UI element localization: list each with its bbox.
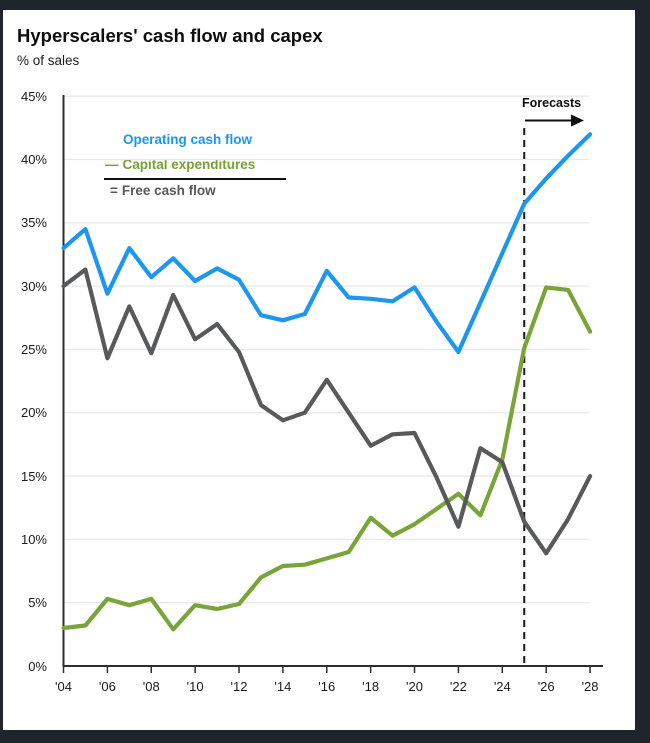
x-tick-label: '22 — [449, 679, 467, 694]
chart-panel — [3, 10, 635, 730]
x-tick-label: '14 — [274, 679, 292, 694]
y-tick-label: 40% — [20, 151, 47, 167]
equation-divider — [104, 178, 286, 180]
series-line-capital-expenditures — [61, 285, 593, 632]
legend-capital-expenditures: — Capital expenditures — [105, 157, 255, 172]
chart-subtitle: % of sales — [17, 53, 80, 68]
forecast-arrow-icon — [525, 114, 584, 127]
y-tick-label: 25% — [20, 341, 47, 357]
y-tick-label: 35% — [20, 215, 47, 231]
y-tick-label: 0% — [28, 658, 47, 674]
x-tick-label: '28 — [581, 679, 599, 694]
chart-title: Hyperscalers' cash flow and capex — [17, 25, 323, 46]
legend-operating-cash-flow-label: Operating cash flow — [123, 132, 253, 147]
x-tick-label: '20 — [406, 679, 423, 694]
y-tick-label: 10% — [20, 531, 47, 547]
y-tick-label: 15% — [20, 468, 47, 484]
minus-sign: — — [105, 157, 119, 172]
x-tick-label: '26 — [537, 679, 555, 694]
legend-operating-cash-flow: Operating cash flow — [123, 132, 252, 147]
forecast-label: Forecasts — [522, 96, 582, 110]
x-tick-label: '08 — [142, 679, 160, 694]
x-tick-label: '16 — [318, 679, 336, 694]
series-line-free-cash-flow — [61, 267, 593, 556]
x-tick-label: '06 — [98, 679, 116, 694]
series-line-operating-cash-flow — [61, 132, 593, 355]
y-tick-label: 5% — [28, 595, 47, 611]
x-tick-label: '12 — [230, 679, 248, 694]
legend-free-cash-flow-label: Free cash flow — [121, 183, 216, 198]
y-tick-label: 45% — [20, 88, 47, 104]
legend-capital-expenditures-label: Capital expenditures — [122, 157, 256, 172]
equals-sign: = — [110, 183, 118, 198]
y-tick-label: 30% — [20, 278, 47, 294]
legend-free-cash-flow: = Free cash flow — [110, 183, 216, 198]
x-tick-label: '04 — [55, 679, 72, 694]
y-tick-label: 20% — [20, 405, 47, 421]
x-tick-label: '18 — [362, 679, 380, 694]
x-tick-label: '24 — [493, 679, 511, 694]
x-tick-label: '10 — [186, 679, 204, 694]
